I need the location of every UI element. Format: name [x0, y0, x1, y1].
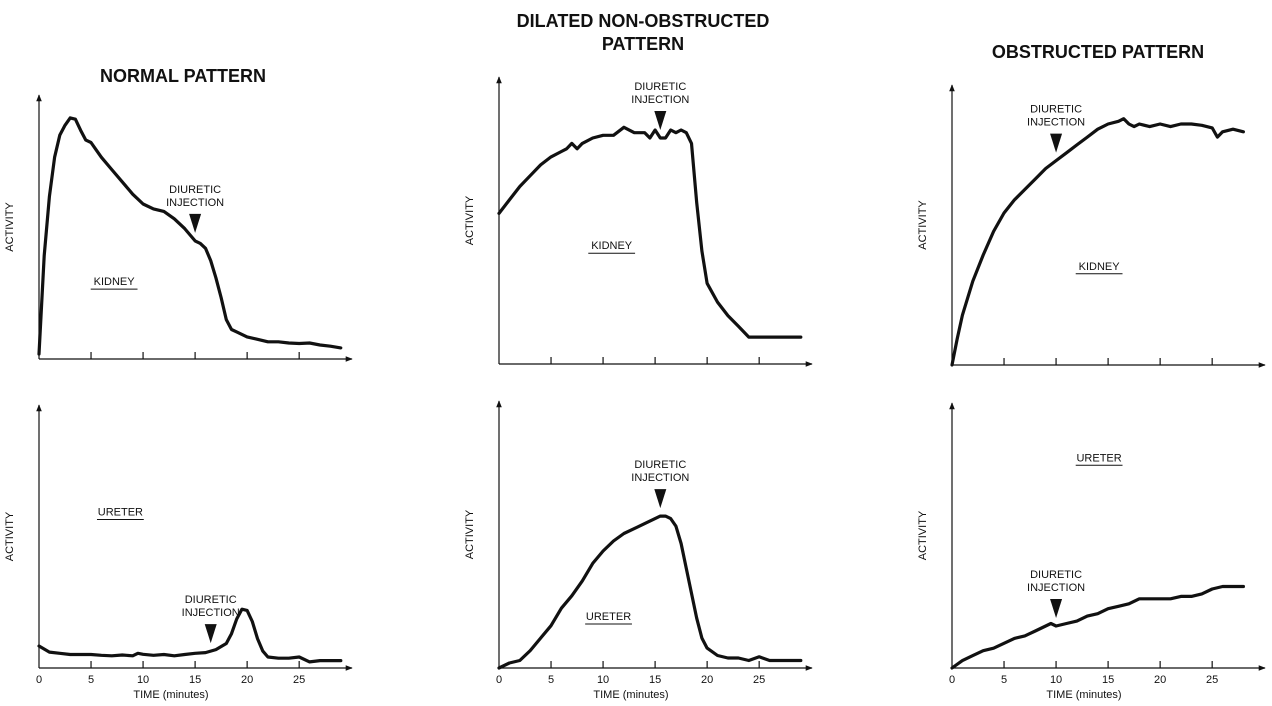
x-tick-label: 0	[496, 674, 502, 686]
x-tick-label: 20	[1154, 674, 1166, 686]
x-tick-label: 5	[548, 674, 554, 686]
injection-label: DIURETIC	[169, 184, 221, 196]
series-line	[37, 116, 343, 356]
x-tick-label: 5	[1001, 674, 1007, 686]
x-tick-label: 10	[597, 674, 609, 686]
x-tick-label: 0	[36, 674, 42, 686]
x-tick-label: 15	[649, 674, 661, 686]
x-tick-label: 25	[753, 674, 765, 686]
organ-label: KIDNEY	[591, 240, 633, 252]
x-tick-label: 5	[88, 674, 94, 686]
injection-label: INJECTION	[166, 197, 224, 209]
x-tick-label: 10	[137, 674, 149, 686]
title-normal-pattern: NORMAL PATTERN	[100, 66, 266, 86]
series-line	[497, 125, 803, 339]
injection-label: DIURETIC	[185, 594, 237, 606]
injection-arrow-icon	[204, 624, 217, 644]
x-tick-label: 15	[189, 674, 201, 686]
x-axis-label: TIME (minutes)	[133, 689, 208, 701]
panel-obstructed-ureter: 0 5 10 15 20 25 ACTIVITY TIME (minutes) URETER DI…	[917, 402, 1266, 701]
y-axis-label: ACTIVITY	[4, 511, 16, 561]
organ-label: URETER	[1076, 452, 1121, 464]
title-dilated-line2: PATTERN	[602, 34, 684, 54]
injection-label: INJECTION	[631, 94, 689, 106]
series-line	[497, 514, 803, 670]
series-line	[950, 117, 1245, 367]
x-axis-label: TIME (minutes)	[593, 689, 668, 701]
title-obstructed-pattern: OBSTRUCTED PATTERN	[992, 42, 1204, 62]
organ-label: URETER	[586, 611, 631, 623]
organ-label: KIDNEY	[1079, 261, 1121, 273]
series-line	[950, 584, 1245, 670]
injection-arrow-icon	[654, 111, 667, 131]
x-tick-label: 10	[1050, 674, 1062, 686]
x-axis-label: TIME (minutes)	[1046, 689, 1121, 701]
injection-arrow-icon	[189, 213, 202, 233]
organ-label: KIDNEY	[94, 276, 136, 288]
y-axis-label: ACTIVITY	[464, 509, 476, 559]
y-axis-label: ACTIVITY	[464, 195, 476, 245]
injection-label: INJECTION	[182, 607, 240, 619]
injection-arrow-icon	[654, 489, 667, 509]
y-axis-label: ACTIVITY	[917, 200, 929, 250]
injection-label: INJECTION	[1027, 117, 1085, 129]
y-axis-label: ACTIVITY	[917, 510, 929, 560]
injection-label: DIURETIC	[634, 81, 686, 93]
injection-label: DIURETIC	[634, 459, 686, 471]
injection-arrow-icon	[1050, 133, 1063, 153]
x-tick-label: 0	[949, 674, 955, 686]
x-tick-label: 20	[701, 674, 713, 686]
injection-label: DIURETIC	[1030, 569, 1082, 581]
y-axis-label: ACTIVITY	[4, 202, 16, 252]
x-tick-label: 25	[293, 674, 305, 686]
injection-label: DIURETIC	[1030, 104, 1082, 116]
series-line	[37, 607, 343, 664]
x-tick-label: 20	[241, 674, 253, 686]
x-tick-label: 15	[1102, 674, 1114, 686]
injection-label: INJECTION	[631, 472, 689, 484]
injection-label: INJECTION	[1027, 582, 1085, 594]
injection-arrow-icon	[1050, 599, 1063, 619]
panel-normal-ureter: 0 5 10 15 20 25 ACTIVITY TIME (minutes) URETER DI…	[4, 404, 353, 701]
title-dilated-line1: DILATED NON-OBSTRUCTED	[517, 11, 770, 31]
organ-label: URETER	[98, 506, 143, 518]
x-tick-label: 25	[1206, 674, 1218, 686]
panel-dilated-ureter: 0 5 10 15 20 25 ACTIVITY TIME (minutes) URETER DI…	[464, 400, 813, 701]
